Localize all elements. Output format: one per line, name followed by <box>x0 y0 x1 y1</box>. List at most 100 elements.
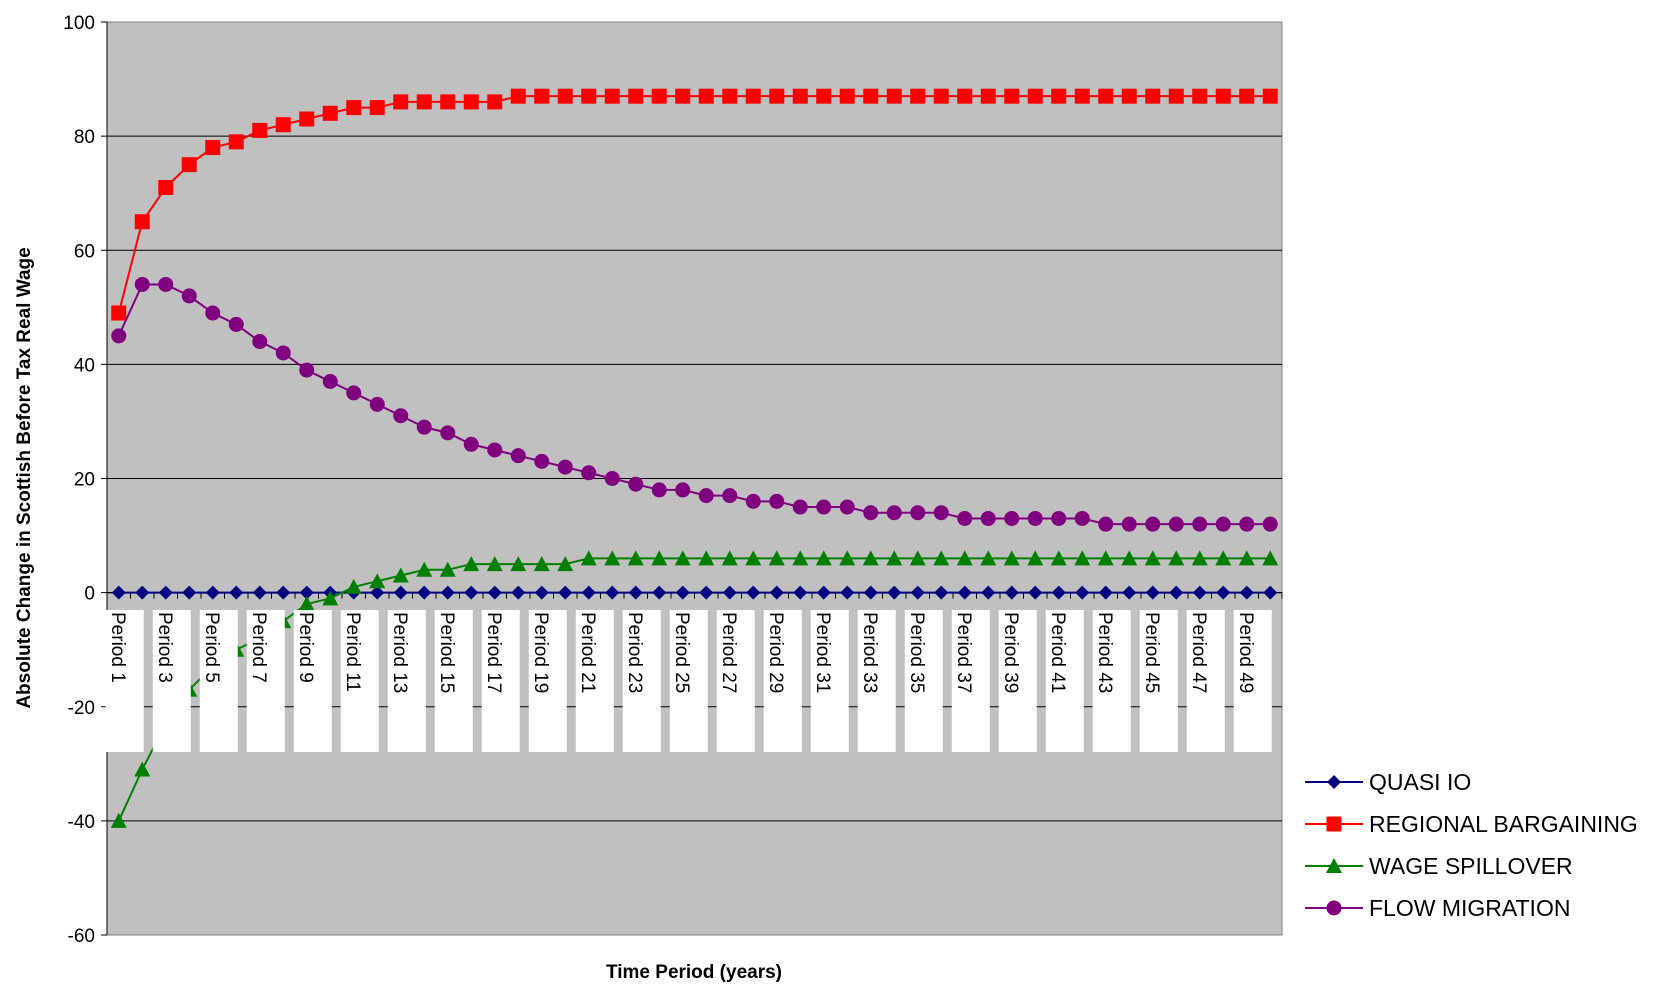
data-point <box>229 585 244 600</box>
legend-label: WAGE SPILLOVER <box>1369 853 1573 879</box>
data-point <box>1051 585 1066 600</box>
data-point <box>769 585 784 600</box>
x-tick-label-group: Period 3 <box>152 610 191 752</box>
x-tick-label-group: Period 31 <box>810 610 849 752</box>
data-point <box>886 550 903 566</box>
data-point <box>134 761 151 777</box>
x-tick-label: Period 13 <box>389 612 410 693</box>
series-regional-bargaining <box>111 88 1278 321</box>
data-point <box>134 276 150 292</box>
data-point <box>792 88 808 104</box>
data-point <box>392 567 409 583</box>
x-tick-label: Period 11 <box>342 612 363 692</box>
data-point <box>816 88 832 104</box>
data-point <box>1262 88 1278 104</box>
data-point <box>933 505 949 521</box>
data-point <box>1074 550 1091 566</box>
data-point <box>464 585 479 600</box>
data-point <box>699 585 714 600</box>
x-tick-label: Period 17 <box>483 612 504 693</box>
data-point <box>299 111 315 127</box>
data-point <box>839 550 856 566</box>
data-point <box>1144 550 1161 566</box>
data-point <box>1262 550 1279 566</box>
data-point <box>675 88 691 104</box>
data-point <box>487 94 503 110</box>
data-point <box>793 585 808 600</box>
data-point <box>534 585 549 600</box>
data-point <box>463 94 479 110</box>
data-point <box>557 459 573 475</box>
data-point <box>1263 585 1278 600</box>
data-point <box>252 334 268 350</box>
legend-label: FLOW MIGRATION <box>1369 895 1570 921</box>
x-tick-label: Period 29 <box>765 612 786 693</box>
data-point <box>1216 585 1231 600</box>
x-tick-label-bg <box>622 610 661 752</box>
data-point <box>1074 88 1090 104</box>
data-point <box>652 585 667 600</box>
data-point <box>769 493 785 509</box>
data-point <box>487 442 503 458</box>
x-tick-label-group: Period 23 <box>622 610 661 752</box>
data-point <box>1051 88 1067 104</box>
data-point <box>228 316 244 332</box>
data-point <box>158 179 174 195</box>
x-tick-label-group: Period 17 <box>481 610 520 752</box>
legend-item-wage-spillover: WAGE SPILLOVER <box>1305 853 1573 879</box>
data-point <box>1169 585 1184 600</box>
x-tick-label-bg <box>1139 610 1178 752</box>
x-tick-label-bg <box>152 610 191 752</box>
legend-marker <box>1326 816 1342 832</box>
data-point <box>886 505 902 521</box>
data-point <box>369 100 385 116</box>
x-tick-label-bg <box>105 610 144 752</box>
data-point <box>1262 516 1278 532</box>
data-point <box>745 550 762 566</box>
data-point <box>862 550 879 566</box>
legend-label: REGIONAL BARGAINING <box>1369 811 1638 837</box>
data-point <box>628 585 643 600</box>
x-tick-label-bg <box>387 610 426 752</box>
data-point <box>440 425 456 441</box>
data-point <box>933 88 949 104</box>
data-point <box>792 499 808 515</box>
data-point <box>533 556 550 572</box>
data-point <box>252 585 267 600</box>
series-wage-spillover <box>110 550 1279 828</box>
x-tick-label: Period 45 <box>1141 612 1162 693</box>
data-point <box>486 556 503 572</box>
data-point <box>628 88 644 104</box>
data-point <box>181 288 197 304</box>
data-point <box>1239 585 1254 600</box>
data-point <box>746 585 761 600</box>
x-tick-label-bg <box>434 610 473 752</box>
data-point <box>745 493 761 509</box>
data-point <box>1192 516 1208 532</box>
data-point <box>698 488 714 504</box>
x-tick-label-bg <box>951 610 990 752</box>
y-tick-label: 100 <box>63 13 95 34</box>
data-point <box>957 88 973 104</box>
y-tick-label: 40 <box>74 355 95 376</box>
x-tick-label-group: Period 43 <box>1092 610 1131 752</box>
x-tick-label: Period 39 <box>1000 612 1021 693</box>
data-point <box>980 550 997 566</box>
data-point <box>416 419 432 435</box>
data-point <box>417 585 432 600</box>
legend-marker <box>1327 775 1341 789</box>
data-point <box>111 585 126 600</box>
data-point <box>322 105 338 121</box>
data-point <box>651 88 667 104</box>
data-point <box>863 505 879 521</box>
data-point <box>1192 585 1207 600</box>
data-point <box>863 88 879 104</box>
x-tick-label: Period 3 <box>154 612 175 683</box>
data-point <box>511 585 526 600</box>
data-point <box>1004 88 1020 104</box>
data-point <box>768 550 785 566</box>
data-point <box>839 88 855 104</box>
data-point <box>1145 88 1161 104</box>
data-point <box>1098 88 1114 104</box>
data-point <box>910 505 926 521</box>
